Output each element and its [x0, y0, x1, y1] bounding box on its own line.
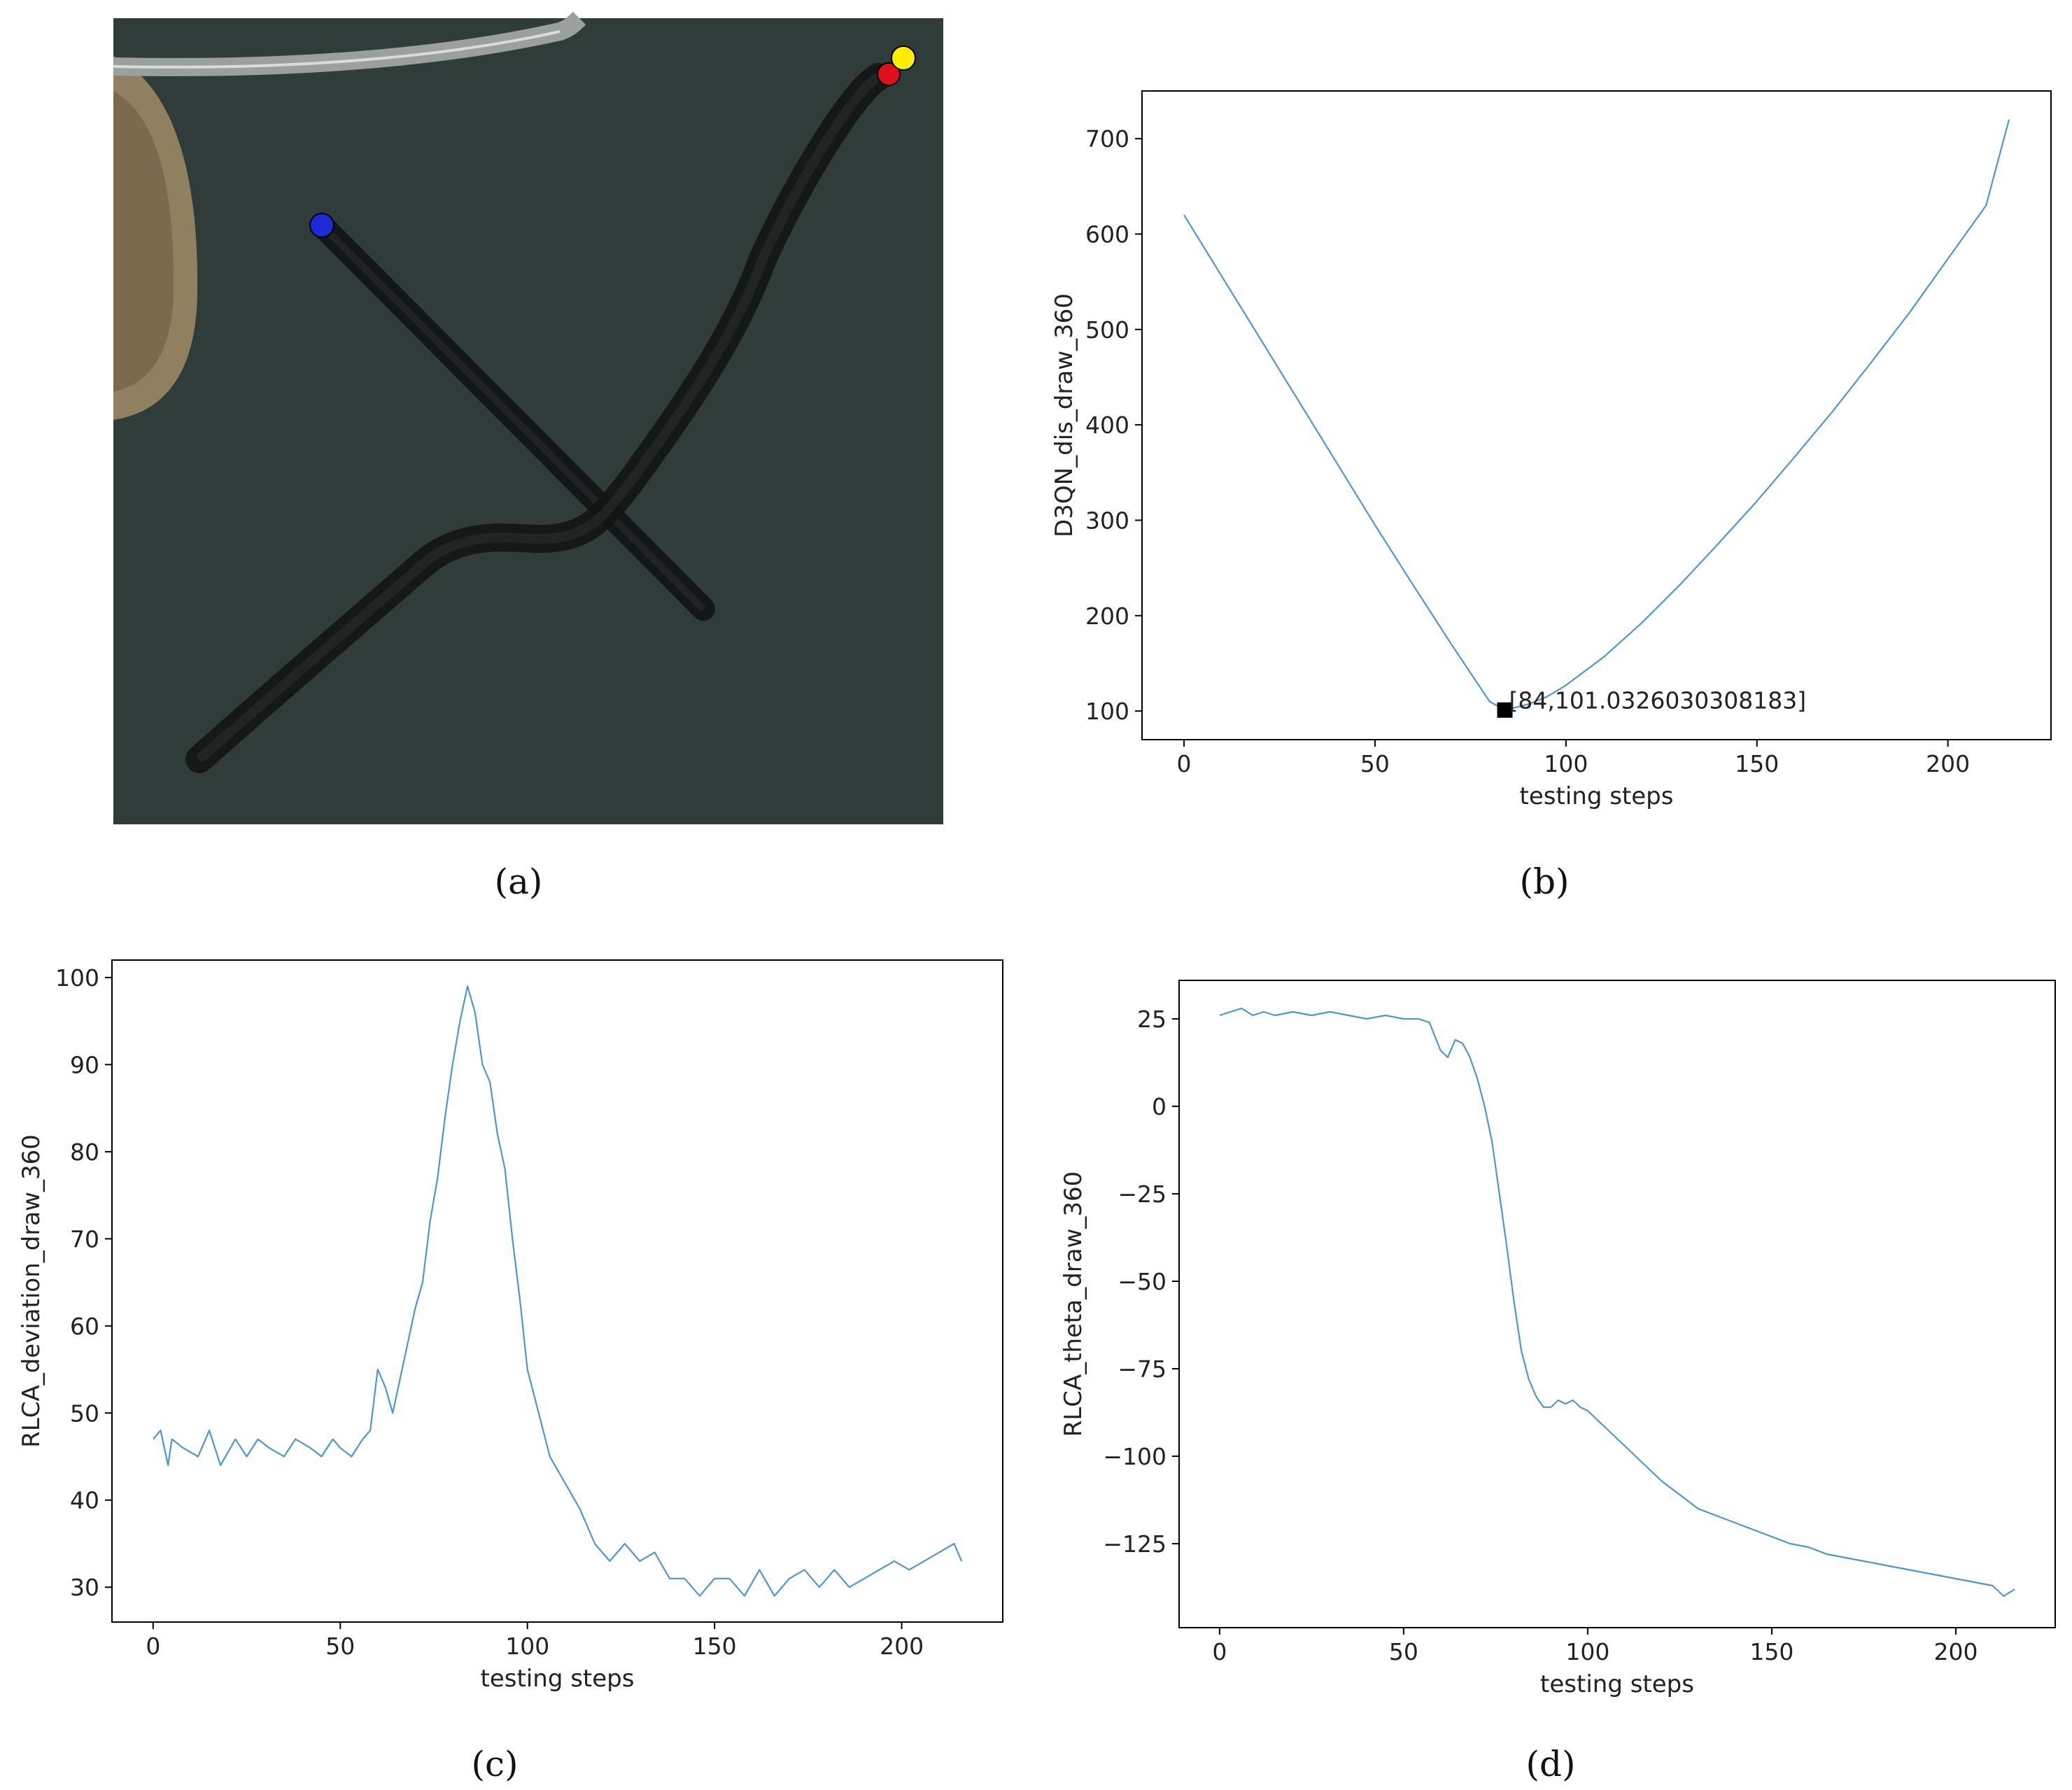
- y-tick-label: −75: [1118, 1355, 1167, 1383]
- y-tick-label: 500: [1085, 316, 1129, 344]
- x-tick-label: 50: [1360, 750, 1390, 777]
- y-tick-label: −100: [1103, 1443, 1167, 1470]
- y-tick-label: 200: [1085, 602, 1129, 630]
- x-axis-label: testing steps: [481, 1665, 635, 1693]
- y-axis-label: RLCA_deviation_draw_360: [17, 1134, 45, 1448]
- min-point-marker: [1497, 702, 1513, 718]
- shore-inner: [113, 91, 174, 392]
- red-marker: [877, 62, 901, 86]
- trajectory-blue-inner: [319, 223, 706, 612]
- panel-d: 0 50 100 150 200250−25−50−75−100−125testing …: [1059, 980, 2056, 1698]
- y-tick-label: 700: [1085, 125, 1129, 153]
- x-tick-label: 50: [325, 1633, 355, 1660]
- x-tick-label: 50: [1389, 1638, 1418, 1665]
- y-tick-label: 0: [1152, 1093, 1167, 1120]
- y-tick-label: 50: [70, 1400, 99, 1427]
- trajectory-yellow-inner: [196, 72, 881, 763]
- x-tick-label: 200: [880, 1633, 924, 1660]
- x-tick-label: 0: [1177, 750, 1192, 777]
- min-point-annotation: [84,101.0326030308183]: [1509, 687, 1807, 714]
- y-tick-label: −25: [1118, 1181, 1167, 1208]
- y-tick-label: 300: [1085, 507, 1129, 534]
- y-tick-label: −50: [1118, 1268, 1167, 1295]
- y-tick-label: 80: [70, 1139, 99, 1166]
- y-tick-label: 600: [1085, 220, 1129, 248]
- blue-start-marker: [309, 213, 334, 238]
- x-tick-label: 150: [693, 1633, 737, 1660]
- panel-label-c: (c): [471, 1744, 518, 1784]
- y-axis-label: RLCA_theta_draw_360: [1059, 1171, 1087, 1437]
- y-tick-label: 30: [70, 1574, 99, 1601]
- x-tick-label: 100: [1565, 1638, 1609, 1665]
- x-tick-label: 100: [1544, 750, 1588, 777]
- y-tick-label: 25: [1137, 1006, 1167, 1033]
- plot-frame-b: [1141, 90, 2052, 740]
- y-tick-label: 400: [1085, 411, 1129, 439]
- y-tick-label: 100: [55, 964, 99, 992]
- y-tick-label: 70: [70, 1225, 99, 1253]
- x-tick-label: 0: [1212, 1638, 1227, 1665]
- y-tick-label: −125: [1103, 1530, 1167, 1558]
- panel-label-b: (b): [1519, 861, 1569, 902]
- y-tick-label: 90: [70, 1051, 99, 1078]
- panel-b: 0 50 100 150 200 100 200 300 400 500 600 700 testing…: [1050, 90, 2052, 810]
- y-tick-label: 60: [70, 1313, 99, 1340]
- y-axis-label: D3QN_dis_draw_360: [1050, 293, 1078, 537]
- panel-label-d: (d): [1525, 1744, 1575, 1784]
- y-tick-label: 100: [1085, 698, 1129, 725]
- x-tick-label: 150: [1749, 1638, 1793, 1665]
- panel-a: [113, 11, 943, 824]
- bridge-rail: [113, 30, 561, 69]
- y-tick-label: 40: [70, 1487, 99, 1514]
- x-tick-label: 0: [146, 1633, 160, 1660]
- plot-frame-d: [1178, 980, 2056, 1628]
- panel-label-a: (a): [495, 861, 543, 902]
- plot-frame-c: [111, 959, 1003, 1623]
- series-line-d: [1219, 1007, 2015, 1598]
- series-line-c: [152, 985, 963, 1597]
- x-axis-label: testing steps: [1540, 1670, 1694, 1698]
- x-tick-label: 100: [505, 1633, 549, 1660]
- x-tick-label: 200: [1926, 750, 1970, 777]
- x-tick-label: 200: [1933, 1638, 1978, 1665]
- series-line-b: [1183, 119, 2010, 711]
- x-tick-label: 150: [1735, 750, 1779, 777]
- yellow-marker: [891, 45, 916, 71]
- panel-c: 0 50 100 150 200 30 40 50 60 70 80 90 100 testing ste…: [17, 959, 1003, 1693]
- x-axis-label: testing steps: [1520, 782, 1674, 810]
